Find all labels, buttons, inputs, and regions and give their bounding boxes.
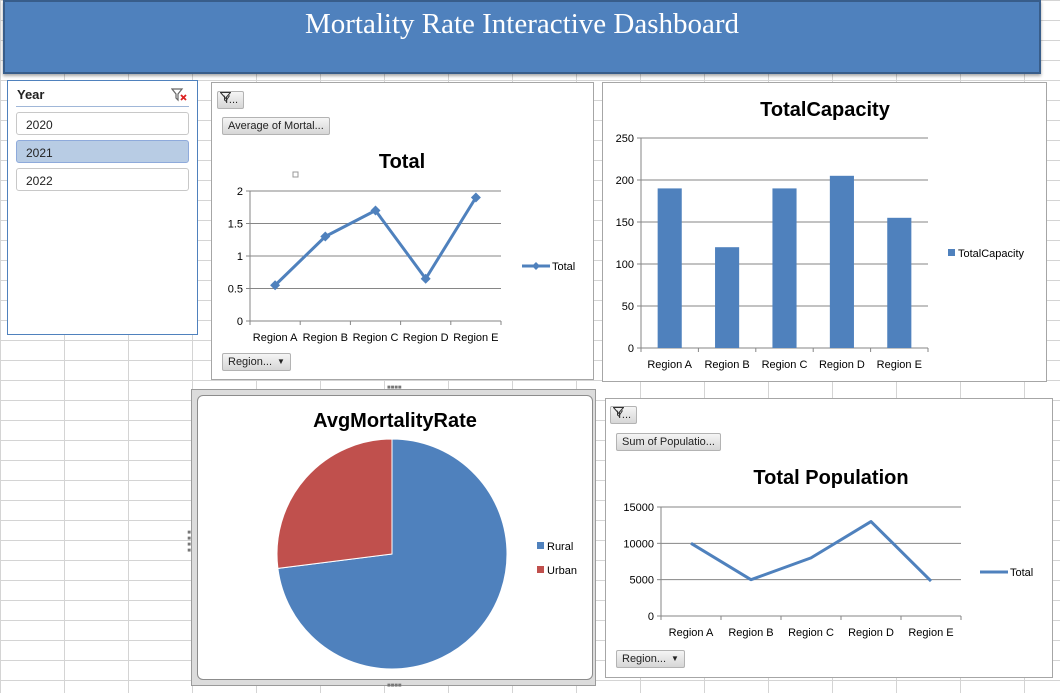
- total-value-field-button[interactable]: Average of Mortal...: [222, 117, 330, 135]
- chart-title: Total Population: [753, 467, 908, 489]
- data-point: [270, 280, 281, 291]
- chart-title: AvgMortalityRate: [313, 410, 477, 432]
- pie-slice: [276, 438, 393, 569]
- bar: [715, 247, 740, 348]
- legend-label: Total: [552, 261, 575, 273]
- legend-swatch: [537, 566, 544, 573]
- capacity-chart-panel: TotalCapacity 0 50 100 150 200 250 Region A Regi…: [602, 82, 1047, 382]
- clear-filter-icon[interactable]: [171, 88, 187, 102]
- y-tick-label: 0: [237, 316, 243, 328]
- y-tick-label: 250: [616, 133, 634, 145]
- data-point: [420, 273, 431, 284]
- data-point: [320, 231, 331, 242]
- x-tick-label: Region D: [819, 359, 865, 371]
- mortality-pie-panel: AvgMortalityRate Rural Urban: [197, 395, 593, 680]
- slicer-title: Year: [17, 87, 45, 102]
- slicer-item-2021[interactable]: 2021: [16, 140, 189, 163]
- y-tick-label: 150: [616, 217, 634, 229]
- y-tick-label: 5000: [630, 575, 654, 587]
- y-tick-label: 1.5: [228, 219, 243, 231]
- x-tick-label: Region A: [253, 332, 298, 344]
- y-tick-label: 1: [237, 251, 243, 263]
- slicer-item-2022[interactable]: 2022: [16, 168, 189, 191]
- legend-swatch: [948, 249, 955, 256]
- y-tick-label: 15000: [623, 502, 654, 514]
- bar: [772, 188, 797, 348]
- x-tick-label: Region B: [303, 332, 348, 344]
- slicer-item-2020[interactable]: 2020: [16, 112, 189, 135]
- chart-title: Total: [379, 151, 425, 173]
- y-tick-label: 0: [648, 611, 654, 623]
- y-tick-label: 50: [622, 301, 634, 313]
- mortality-pie-chart: AvgMortalityRate Rural Urban: [276, 410, 577, 670]
- filter-icon: [613, 407, 624, 417]
- year-slicer: Year 2020 2021 2022: [7, 80, 198, 335]
- legend-label: TotalCapacity: [958, 248, 1025, 260]
- total-year-filter-button[interactable]: Y...: [217, 91, 245, 109]
- x-tick-label: Region E: [453, 332, 498, 344]
- dropdown-arrow-icon: ▼: [671, 654, 679, 663]
- population-chart-panel: Y... Sum of Populatio... Region... ▼ Tota…: [605, 398, 1053, 678]
- legend-label: Rural: [547, 541, 573, 553]
- data-point: [370, 205, 381, 216]
- plot-area-handle: [292, 171, 299, 178]
- bar: [887, 217, 912, 348]
- x-tick-label: Region C: [353, 332, 399, 344]
- x-tick-label: Region C: [762, 359, 808, 371]
- resize-handle-left[interactable]: ■■■■: [186, 530, 192, 554]
- x-tick-label: Region D: [848, 627, 894, 639]
- x-tick-label: Region B: [728, 627, 773, 639]
- dropdown-arrow-icon: ▼: [277, 357, 285, 366]
- slicer-header: Year: [16, 86, 189, 107]
- population-year-filter-button[interactable]: Y...: [610, 406, 638, 424]
- dashboard-title: Mortality Rate Interactive Dashboard: [304, 8, 740, 40]
- bar: [657, 188, 682, 348]
- legend-swatch: [537, 542, 544, 549]
- chart-title: TotalCapacity: [760, 99, 891, 121]
- series-line: [690, 520, 933, 583]
- x-tick-label: Region E: [877, 359, 922, 371]
- filter-icon: [220, 92, 231, 102]
- population-value-field-button[interactable]: Sum of Populatio...: [616, 433, 721, 451]
- total-region-field-button[interactable]: Region... ▼: [222, 353, 291, 371]
- population-line-chart: Total Population 0 5000 10000 15000 Region A R…: [623, 467, 1033, 639]
- x-tick-label: Region A: [647, 359, 692, 371]
- y-tick-label: 0: [628, 343, 634, 355]
- y-tick-label: 0.5: [228, 284, 243, 296]
- y-tick-label: 10000: [623, 538, 654, 550]
- data-point: [470, 192, 481, 203]
- resize-handle-top[interactable]: ■■■■: [387, 385, 402, 391]
- x-tick-label: Region B: [704, 359, 749, 371]
- x-tick-label: Region A: [669, 627, 714, 639]
- total-line-chart: Total 0 0.5 1 1.5 2 Region A Region B Region C Re…: [228, 151, 576, 344]
- region-field-label: Region...: [228, 356, 273, 368]
- total-chart-panel: Y... Average of Mortal... Region... ▼ Tot…: [211, 82, 594, 380]
- y-tick-label: 2: [237, 186, 243, 198]
- x-tick-label: Region E: [908, 627, 953, 639]
- legend-marker: [532, 262, 540, 270]
- x-tick-label: Region C: [788, 627, 834, 639]
- x-tick-label: Region D: [403, 332, 449, 344]
- y-tick-label: 200: [616, 175, 634, 187]
- legend-label: Urban: [547, 565, 577, 577]
- bar: [829, 175, 854, 348]
- region-field-label: Region...: [622, 653, 667, 665]
- legend-label: Total: [1010, 567, 1033, 579]
- population-region-field-button[interactable]: Region... ▼: [616, 650, 685, 668]
- capacity-bar-chart: TotalCapacity 0 50 100 150 200 250 Region A Regi…: [616, 99, 1025, 371]
- dashboard-banner: Mortality Rate Interactive Dashboard: [3, 0, 1041, 74]
- resize-handle-bottom[interactable]: ■■■■: [387, 683, 402, 689]
- y-tick-label: 100: [616, 259, 634, 271]
